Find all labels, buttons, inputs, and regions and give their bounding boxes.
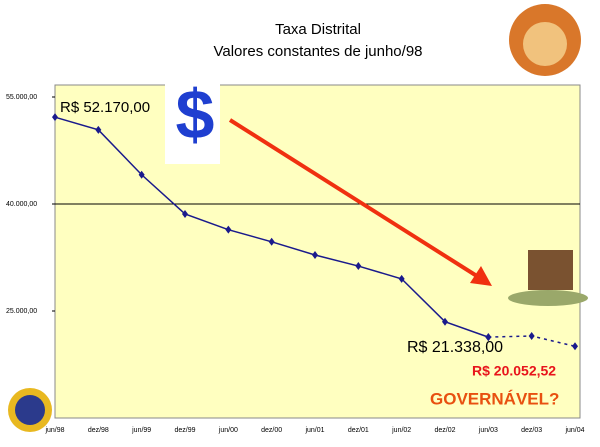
point: [182, 209, 188, 218]
arrow-head: [470, 266, 492, 286]
lion-mascot: [509, 4, 581, 76]
x-tick-label: jun/02: [391, 427, 411, 434]
point: [572, 342, 578, 351]
x-tick-label: dez/98: [88, 427, 109, 434]
x-tick-label: jun/03: [478, 427, 498, 434]
x-tick-label: jun/04: [564, 427, 584, 434]
lions-logo: [8, 388, 52, 432]
x-tick-label: dez/02: [434, 427, 455, 434]
point: [398, 274, 405, 283]
point: [225, 225, 232, 234]
x-tick-label: jun/01: [304, 427, 324, 434]
annotation: $: [176, 75, 215, 153]
x-tick-label: dez/99: [174, 427, 195, 434]
x-tick-label: dez/03: [521, 427, 542, 434]
point: [52, 113, 58, 122]
point: [268, 237, 275, 246]
point: [355, 262, 362, 271]
annotation: R$ 21.338,00: [407, 339, 503, 356]
dollar-box: [165, 76, 220, 164]
arrow-line: [228, 118, 482, 280]
point: [312, 251, 318, 260]
y-tick-label: 40.000,00: [6, 201, 37, 208]
x-tick-label: dez/01: [348, 427, 369, 434]
y-tick-label: 55.000,00: [6, 94, 37, 101]
point: [528, 331, 535, 340]
annotation: GOVERNÁVEL?: [430, 389, 559, 408]
point: [138, 170, 145, 179]
point: [485, 333, 492, 342]
x-tick-label: jun/00: [218, 427, 238, 434]
x-tick-label: jun/98: [44, 427, 64, 434]
y-tick-label: 25.000,00: [6, 308, 37, 315]
chart-subtitle: Valores constantes de junho/98: [213, 43, 422, 60]
annotation: R$ 52.170,00: [60, 99, 150, 116]
point: [95, 125, 102, 134]
plot-area: [54, 84, 581, 419]
chart-title: Taxa Distrital: [275, 21, 361, 38]
point: [442, 317, 448, 326]
treasure-chest: [508, 250, 588, 306]
x-tick-label: jun/99: [131, 427, 151, 434]
annotation: R$ 20.052,52: [472, 363, 556, 379]
x-tick-label: dez/00: [261, 427, 282, 434]
